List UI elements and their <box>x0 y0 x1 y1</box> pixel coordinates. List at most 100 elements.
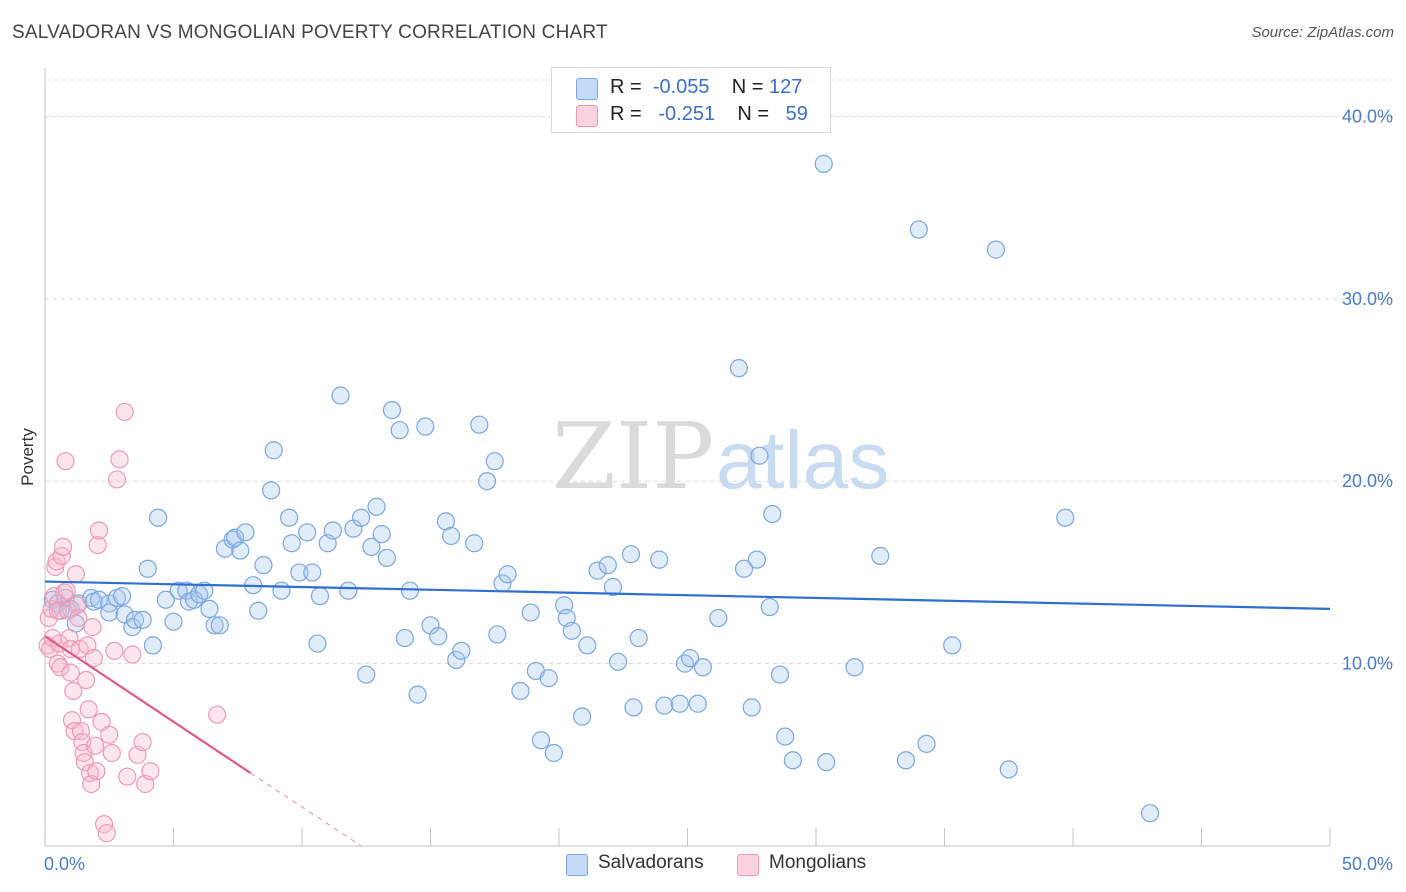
salvadoran-point <box>871 546 890 566</box>
salvadoran-point <box>511 681 530 701</box>
salvadoran-point <box>400 581 420 600</box>
salvadoran-point <box>609 652 628 671</box>
mongolian-point <box>55 583 74 602</box>
salvadoran-point <box>205 616 224 635</box>
salvadoran-point <box>382 401 402 420</box>
salvadoran-point <box>156 590 175 609</box>
mongolian-point <box>59 601 78 620</box>
salvadoran-point <box>675 654 695 673</box>
mongolian-point <box>105 641 124 660</box>
watermark: ZIP atlas <box>552 403 889 510</box>
salvadoran-point <box>138 559 157 578</box>
mongolian-point <box>208 705 227 724</box>
mongolian-point <box>102 743 121 763</box>
bottom-legend-swatch-mongolians <box>737 854 759 876</box>
mongolian-point <box>100 725 119 744</box>
salvadoran-point <box>249 601 268 620</box>
salvadoran-point <box>280 508 299 527</box>
salvadoran-point <box>362 537 381 556</box>
salvadoran-point <box>742 698 761 717</box>
salvadoran-point <box>262 481 281 500</box>
salvadoran-point <box>814 154 833 173</box>
mongolian-point <box>64 681 83 701</box>
salvadoran-point <box>352 508 371 527</box>
salvadoran-point <box>783 751 802 770</box>
salvadoran-point <box>562 621 581 640</box>
salvadoran-point <box>195 581 214 600</box>
salvadoran-point <box>89 590 109 609</box>
legend-text-mongolians: R = -0.251 N = 59 <box>610 103 808 126</box>
mongolian-point <box>97 824 116 843</box>
salvadoran-point <box>125 610 145 629</box>
salvadoran-point <box>100 603 119 622</box>
salvadoran-point <box>441 526 461 546</box>
salvadoran-point <box>290 563 309 582</box>
legend-r-value: -0.251 <box>658 103 716 125</box>
mongolian-point <box>110 450 129 469</box>
salvadoran-point <box>377 548 396 567</box>
salvadoran-point <box>670 694 689 713</box>
salvadoran-point <box>909 220 928 239</box>
bottom-legend-swatch-salvadorans <box>566 854 588 876</box>
mongolian-point <box>107 470 127 489</box>
salvadoran-point <box>447 650 466 670</box>
mongolian-trend-line <box>44 635 252 774</box>
salvadoran-point <box>531 731 551 750</box>
salvadoran-point <box>729 359 749 378</box>
salvadoran-point <box>395 628 414 648</box>
mongolian-point <box>88 535 107 555</box>
grid-lines <box>45 79 1395 665</box>
salvadoran-point <box>573 707 592 726</box>
mongolian-point <box>48 601 67 620</box>
legend-swatch-mongolians <box>576 105 598 127</box>
mongolian-point <box>52 546 71 566</box>
salvadoran-point <box>303 563 322 582</box>
mongolian-point <box>141 762 160 781</box>
salvadoran-point <box>272 581 291 600</box>
salvadoran-point <box>770 665 790 684</box>
salvadoran-point <box>917 734 936 753</box>
salvadoran-point <box>465 534 484 553</box>
legend-row-mongolians: R = -0.251 N = 59 <box>576 103 808 129</box>
salvadoran-point <box>588 561 607 580</box>
salvadoran-point <box>539 669 558 688</box>
y-tick-label: 10.0% <box>1342 654 1393 674</box>
salvadoran-point <box>310 587 330 606</box>
source-label: Source: ZipAtlas.com <box>1251 24 1394 41</box>
legend-n-value: 127 <box>769 76 803 98</box>
axes <box>44 68 1331 847</box>
mongolian-point <box>51 658 70 677</box>
legend-n-value: 59 <box>785 103 808 125</box>
legend-n-label: N = <box>731 76 764 98</box>
salvadoran-point <box>164 612 183 631</box>
salvadoran-point <box>323 521 342 540</box>
mongolian-point <box>86 736 105 755</box>
salvadoran-point <box>693 658 713 677</box>
y-axis-label: Poverty <box>18 428 37 486</box>
legend-r-label: R = <box>610 76 642 98</box>
salvadoran-point <box>339 581 358 600</box>
bottom-legend-label-salvadorans: Salvadorans <box>598 852 704 873</box>
watermark-zip: ZIP <box>552 403 714 510</box>
salvadoran-point <box>776 727 795 746</box>
salvadoran-point <box>210 616 229 635</box>
mongolian-point <box>79 700 98 719</box>
bottom-legend-label-mongolians: Mongolians <box>769 852 867 873</box>
mongolian-point <box>123 645 142 664</box>
mongolian-point <box>87 762 106 781</box>
correlation-legend: R = -0.055 N = 127 R = -0.251 N = 59 <box>551 67 831 133</box>
salvadoran-point <box>498 565 517 584</box>
salvadoran-point <box>817 753 836 772</box>
salvadoran-point <box>999 760 1018 779</box>
salvadoran-point <box>629 628 648 648</box>
y-tick-label: 40.0% <box>1342 106 1393 126</box>
mongolian-point <box>56 452 75 471</box>
salvadoran-point <box>452 641 471 660</box>
legend-n-label: N = <box>737 103 769 125</box>
salvadoran-point <box>750 446 769 465</box>
salvadoran-point <box>760 597 779 617</box>
salvadoran-point <box>123 618 142 637</box>
salvadoran-point <box>357 665 376 684</box>
salvadoran-point <box>133 610 152 629</box>
salvadoran-point <box>236 523 255 542</box>
